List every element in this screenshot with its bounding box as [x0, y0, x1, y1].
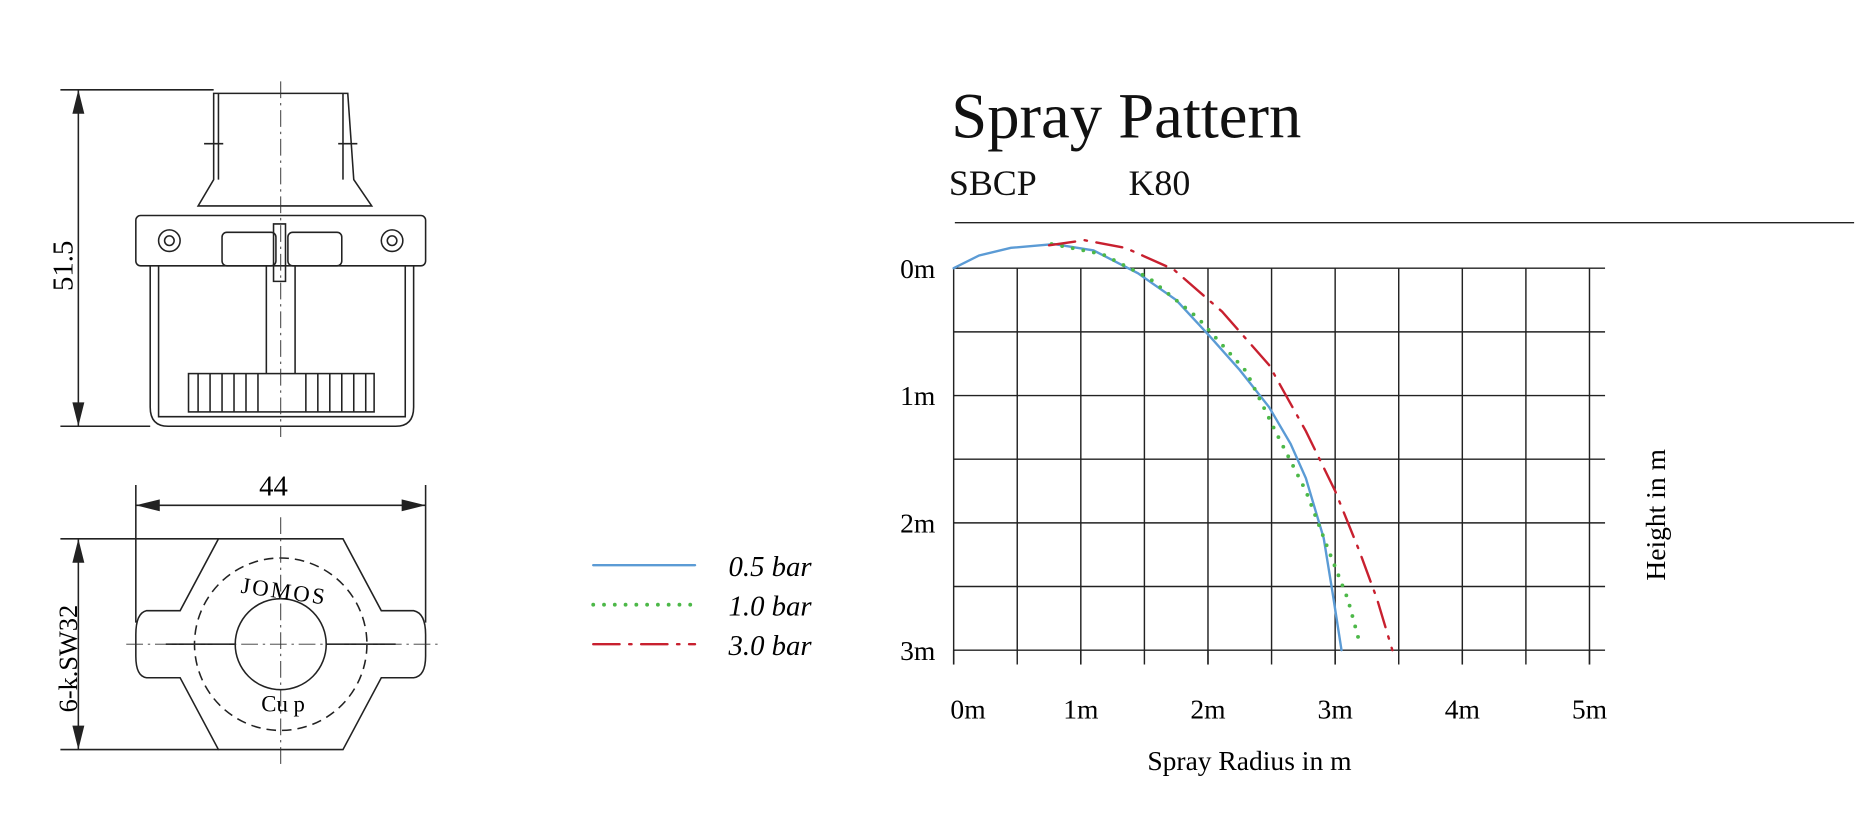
chart-subtitle: SBCP — [949, 163, 1037, 203]
dimension-label: 44 — [259, 471, 288, 503]
dimension-label: 6-k.SW32 — [54, 605, 83, 713]
series-line — [1049, 242, 1363, 649]
legend-label: 0.5 bar — [729, 551, 813, 583]
x-tick-label: 1m — [1063, 693, 1098, 724]
legend-label: 1.0 bar — [729, 590, 813, 622]
x-tick-label: 5m — [1572, 693, 1607, 724]
engraving: Cu p — [261, 691, 305, 716]
technical-drawing: 51.5 44 6-k.SW32 JOMOS Cu p — [47, 81, 438, 767]
y-tick-label: 3m — [900, 635, 935, 666]
x-tick-label: 2m — [1190, 693, 1225, 724]
legend-label: 3.0 bar — [728, 630, 813, 662]
x-tick-label: 3m — [1318, 693, 1353, 724]
y-axis-label: Height in m — [1640, 449, 1671, 581]
engraving: JOMOS — [240, 573, 329, 610]
series-line — [952, 242, 1343, 652]
chart-subtitle: K80 — [1128, 163, 1190, 203]
series-line — [1047, 238, 1394, 652]
x-tick-label: 0m — [950, 693, 985, 724]
x-tick-label: 4m — [1445, 693, 1480, 724]
y-tick-label: 0m — [900, 253, 935, 284]
y-tick-label: 2m — [900, 507, 935, 538]
dimension-label: 51.5 — [47, 241, 79, 291]
x-axis-label: Spray Radius in m — [1147, 745, 1351, 776]
y-tick-label: 1m — [900, 380, 935, 411]
chart-title: Spray Pattern — [951, 80, 1301, 152]
